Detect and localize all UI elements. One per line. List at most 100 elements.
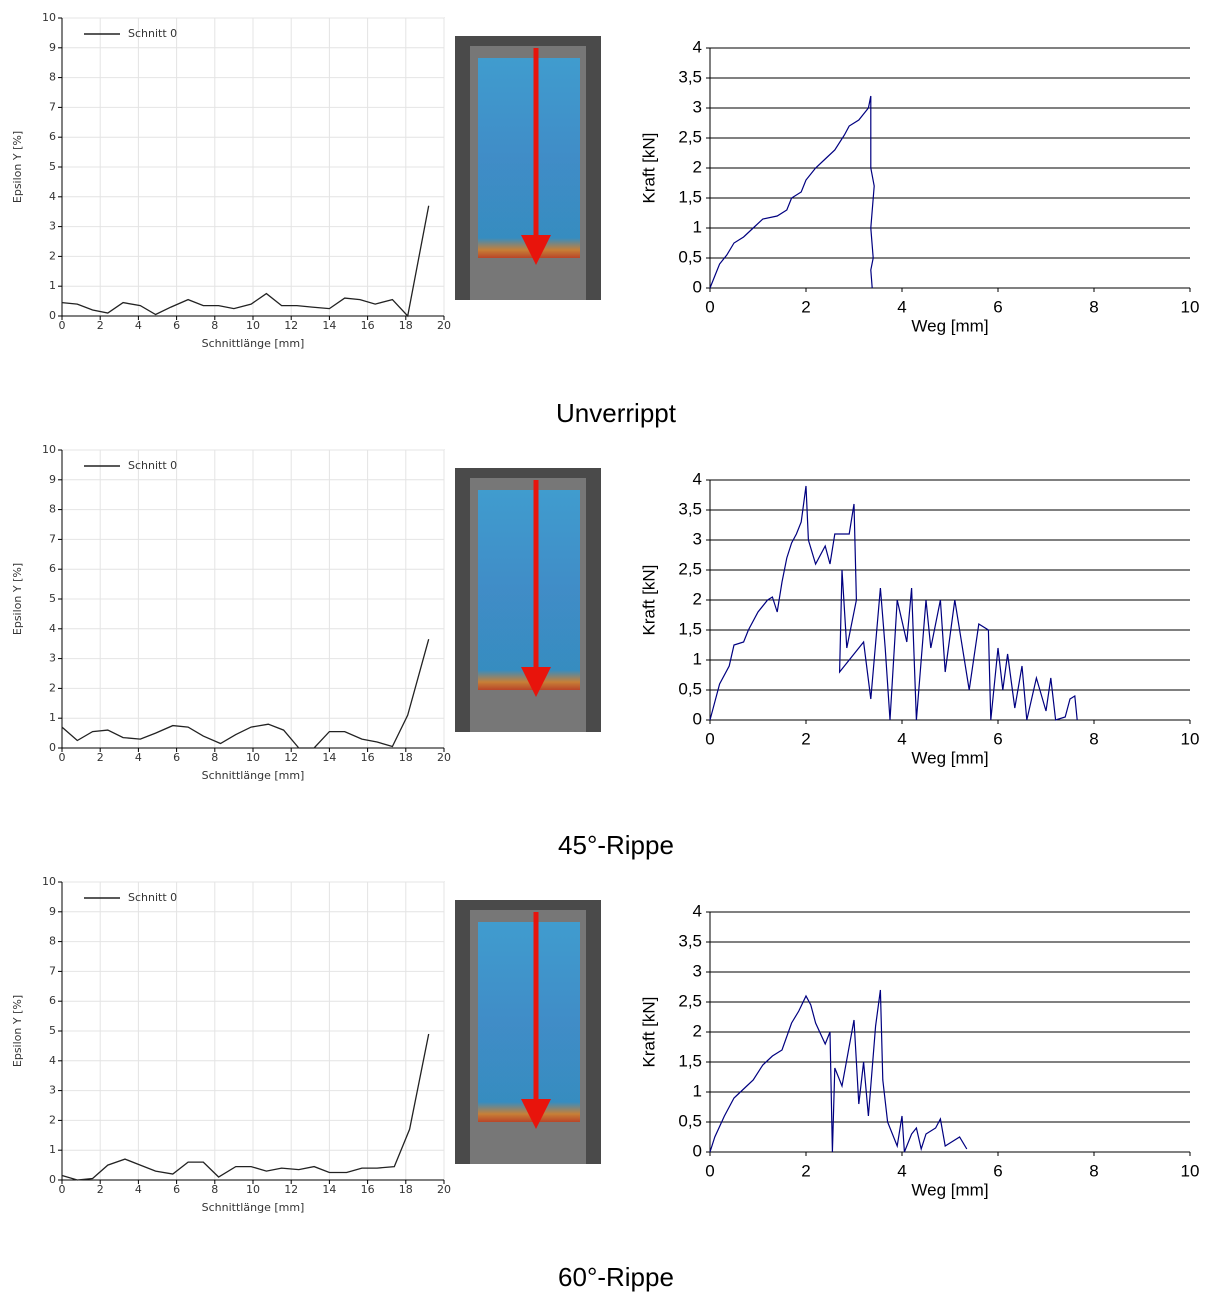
x-tick-label: 0	[59, 319, 66, 332]
y-tick-label: 3,5	[678, 499, 702, 518]
x-tick-label: 16	[361, 751, 375, 764]
y-axis-label: Epsilon Y [%]	[11, 563, 24, 635]
row-caption: 45°-Rippe	[558, 830, 674, 860]
y-tick-label: 0	[49, 741, 56, 754]
y-tick-label: 3	[49, 652, 56, 665]
y-axis-label: Kraft [kN]	[639, 997, 658, 1068]
y-tick-label: 0,5	[678, 679, 702, 698]
y-tick-label: 7	[49, 100, 56, 113]
y-tick-label: 2	[693, 1021, 702, 1040]
y-tick-label: 4	[693, 901, 702, 920]
x-tick-label: 10	[1181, 297, 1200, 316]
y-tick-label: 1,5	[678, 619, 702, 638]
x-axis-label: Schnittlänge [mm]	[202, 769, 305, 782]
y-tick-label: 9	[49, 905, 56, 918]
x-tick-label: 2	[801, 1161, 810, 1180]
y-axis-label: Kraft [kN]	[639, 565, 658, 636]
x-tick-label: 18	[399, 751, 413, 764]
x-axis-label: Weg [mm]	[911, 316, 988, 335]
x-tick-label: 12	[284, 1183, 298, 1196]
y-tick-label: 10	[42, 443, 56, 456]
y-tick-label: 2,5	[678, 127, 702, 146]
x-tick-label: 8	[1089, 1161, 1098, 1180]
x-tick-label: 16	[361, 319, 375, 332]
y-tick-label: 2,5	[678, 559, 702, 578]
y-tick-label: 3	[49, 220, 56, 233]
x-tick-label: 0	[705, 297, 714, 316]
x-tick-label: 10	[1181, 729, 1200, 748]
y-tick-label: 1,5	[678, 187, 702, 206]
x-axis-label: Schnittlänge [mm]	[202, 1201, 305, 1214]
x-tick-label: 10	[246, 319, 260, 332]
y-axis-label: Epsilon Y [%]	[11, 131, 24, 203]
x-tick-label: 6	[993, 297, 1002, 316]
x-tick-label: 4	[897, 729, 906, 748]
x-tick-label: 8	[1089, 729, 1098, 748]
y-tick-label: 6	[49, 994, 56, 1007]
y-tick-label: 5	[49, 1024, 56, 1037]
x-tick-label: 8	[211, 1183, 218, 1196]
x-tick-label: 12	[284, 751, 298, 764]
y-tick-label: 0	[49, 1173, 56, 1186]
y-tick-label: 4	[693, 37, 702, 56]
data-line	[709, 95, 875, 289]
y-tick-label: 1,5	[678, 1051, 702, 1070]
x-tick-label: 6	[173, 751, 180, 764]
y-tick-label: 3	[49, 1084, 56, 1097]
x-tick-label: 4	[135, 319, 142, 332]
x-tick-label: 10	[246, 751, 260, 764]
y-tick-label: 0	[49, 309, 56, 322]
x-tick-label: 20	[437, 1183, 451, 1196]
y-tick-label: 1	[693, 1081, 702, 1100]
y-tick-label: 3,5	[678, 67, 702, 86]
x-tick-label: 2	[801, 729, 810, 748]
x-tick-label: 10	[1181, 1161, 1200, 1180]
data-line	[61, 1033, 430, 1181]
y-tick-label: 4	[49, 1054, 56, 1067]
data-line	[61, 205, 430, 318]
y-tick-label: 5	[49, 160, 56, 173]
x-tick-label: 18	[399, 319, 413, 332]
y-tick-label: 8	[49, 503, 56, 516]
x-tick-label: 4	[135, 1183, 142, 1196]
legend-label: Schnitt 0	[128, 891, 177, 904]
x-tick-label: 18	[399, 1183, 413, 1196]
data-line	[61, 639, 430, 749]
y-tick-label: 4	[49, 622, 56, 635]
x-tick-label: 6	[173, 319, 180, 332]
y-tick-label: 0	[693, 277, 702, 296]
x-tick-label: 0	[705, 729, 714, 748]
y-tick-label: 0	[693, 1141, 702, 1160]
x-tick-label: 16	[361, 1183, 375, 1196]
y-tick-label: 10	[42, 11, 56, 24]
x-tick-label: 8	[211, 751, 218, 764]
x-tick-label: 6	[173, 1183, 180, 1196]
y-tick-label: 9	[49, 41, 56, 54]
y-tick-label: 0,5	[678, 247, 702, 266]
x-axis-label: Schnittlänge [mm]	[202, 337, 305, 350]
y-tick-label: 1	[49, 279, 56, 292]
x-tick-label: 14	[322, 751, 336, 764]
row-caption: 60°-Rippe	[558, 1262, 674, 1292]
legend-label: Schnitt 0	[128, 27, 177, 40]
y-tick-label: 1	[49, 711, 56, 724]
x-tick-label: 10	[246, 1183, 260, 1196]
y-tick-label: 9	[49, 473, 56, 486]
y-axis-label: Epsilon Y [%]	[11, 995, 24, 1067]
y-tick-label: 3	[693, 97, 702, 116]
y-tick-label: 2,5	[678, 991, 702, 1010]
row-caption: Unverrippt	[556, 398, 677, 428]
y-tick-label: 2	[49, 681, 56, 694]
y-tick-label: 1	[693, 217, 702, 236]
x-tick-label: 0	[59, 751, 66, 764]
x-tick-label: 20	[437, 751, 451, 764]
y-tick-label: 4	[693, 469, 702, 488]
y-axis-label: Kraft [kN]	[639, 133, 658, 204]
legend-label: Schnitt 0	[128, 459, 177, 472]
x-tick-label: 14	[322, 319, 336, 332]
x-tick-label: 6	[993, 729, 1002, 748]
x-axis-label: Weg [mm]	[911, 1180, 988, 1199]
y-tick-label: 2	[693, 589, 702, 608]
